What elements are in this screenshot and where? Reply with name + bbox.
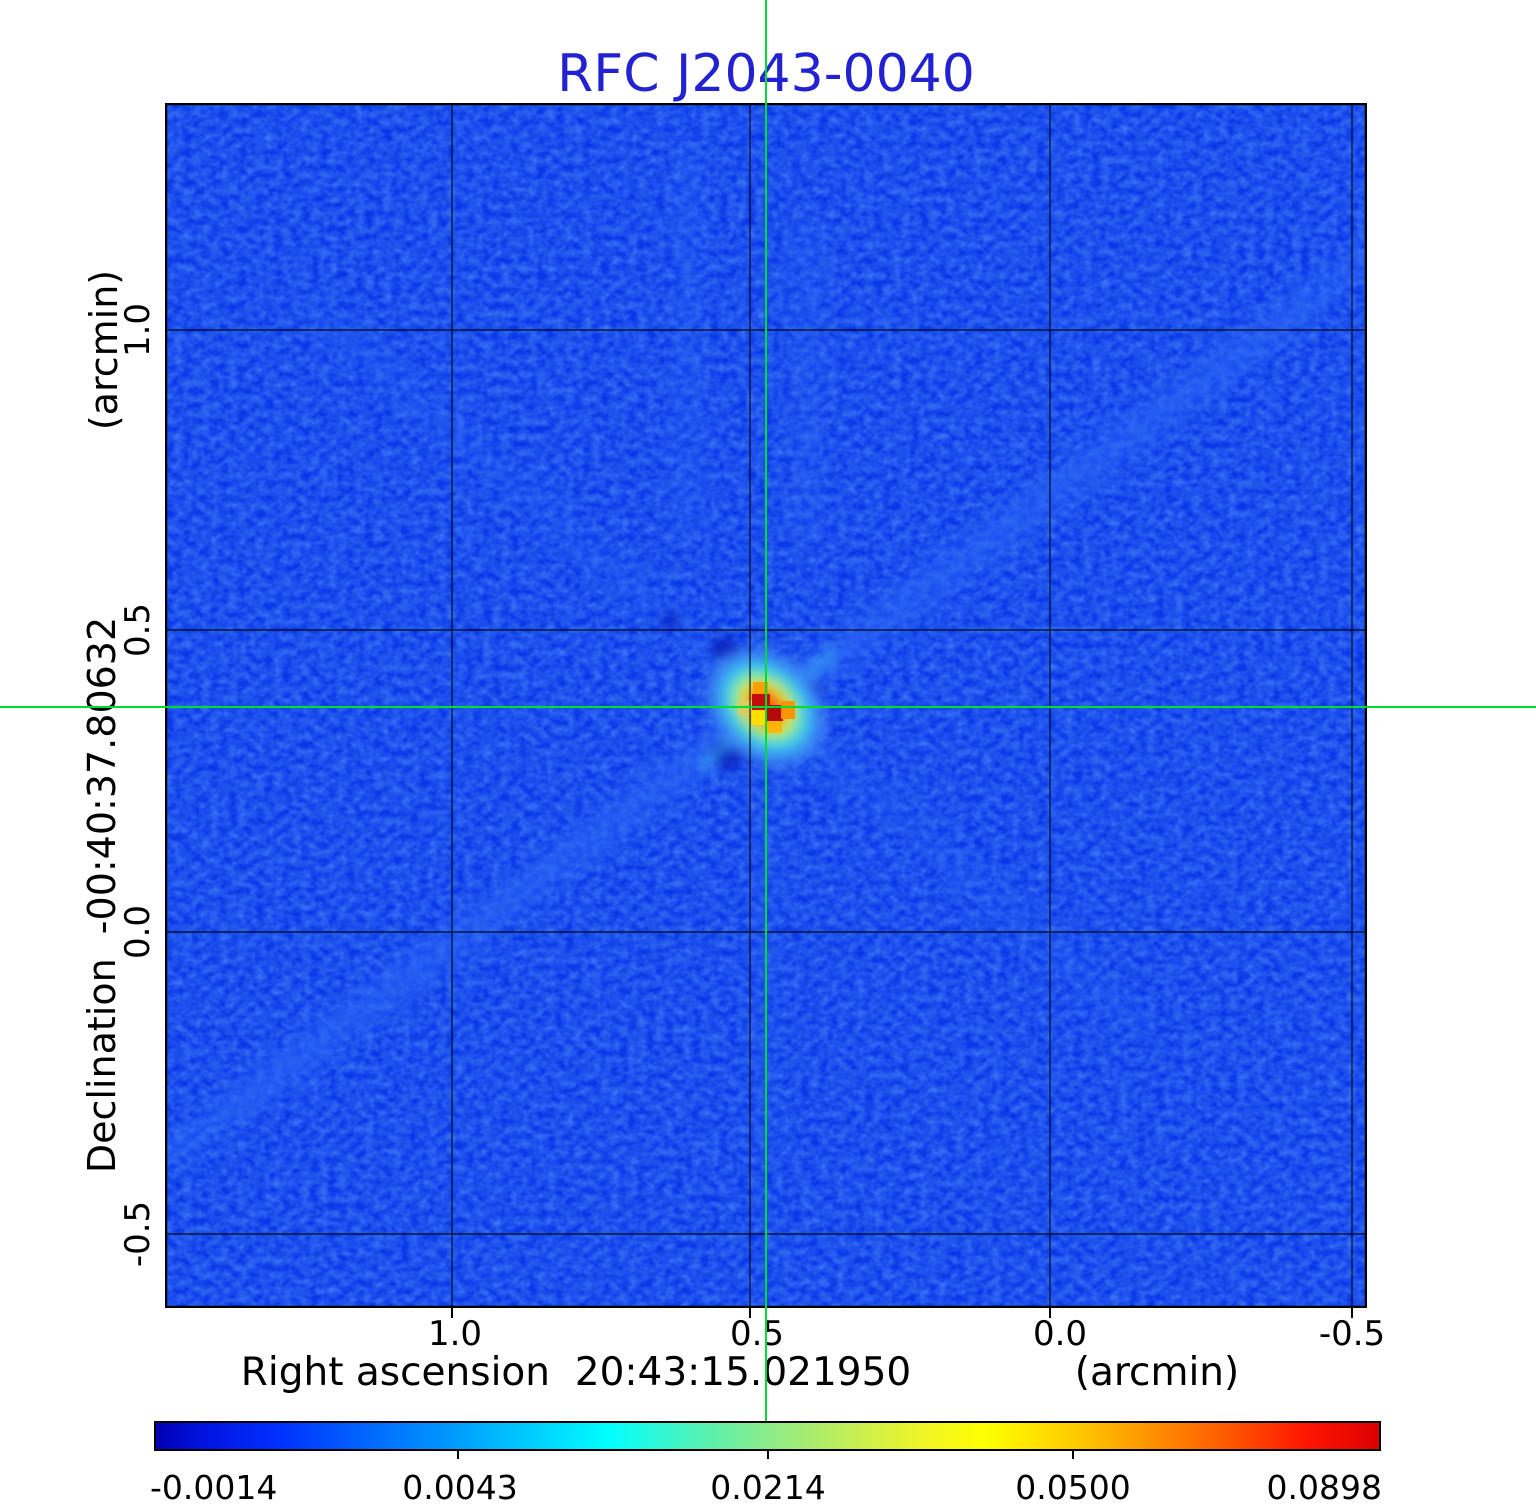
x-tick-mark [749, 1308, 751, 1318]
x-tick-label: 0.5 [729, 1314, 785, 1354]
colorbar-gradient [154, 1421, 1381, 1451]
x-tick-label: 0.0 [1032, 1314, 1088, 1354]
colorbar-tick-label: -0.0014 [150, 1468, 278, 1507]
crosshair-horizontal-line [0, 706, 1536, 708]
colorbar-tick-label: 0.0898 [1266, 1468, 1382, 1507]
source-core-pixels [738, 682, 795, 733]
y-tick-label: -0.5 [118, 1200, 158, 1268]
colorbar-tick-mark [1072, 1451, 1074, 1459]
colorbar-tick-mark [457, 1451, 459, 1459]
crosshair-vertical-line [765, 0, 767, 1421]
y-tick-label: 1.0 [118, 302, 158, 358]
y-tick-label: 0.0 [118, 904, 158, 960]
page-title: RFC J2043-0040 [557, 44, 975, 104]
x-axis-unit-label: (arcmin) [1074, 1350, 1240, 1395]
x-tick-mark [451, 1308, 453, 1318]
y-tick-label: 0.5 [118, 602, 158, 658]
x-tick-mark [1351, 1308, 1353, 1318]
y-axis-title: Declination -00:40:37.80632 [80, 616, 124, 1174]
x-tick-label: 1.0 [427, 1314, 483, 1354]
x-axis-title: Right ascension 20:43:15.021950 [240, 1350, 912, 1395]
negative-sidelobes [660, 611, 824, 768]
colorbar-tick-label: 0.0214 [710, 1468, 826, 1507]
colorbar-tick-mark [767, 1451, 769, 1459]
x-tick-label: -0.5 [1318, 1314, 1386, 1354]
colorbar-tick-label: 0.0043 [402, 1468, 518, 1507]
x-tick-mark [1049, 1308, 1051, 1318]
colorbar-tick-label: 0.0500 [1015, 1468, 1131, 1507]
